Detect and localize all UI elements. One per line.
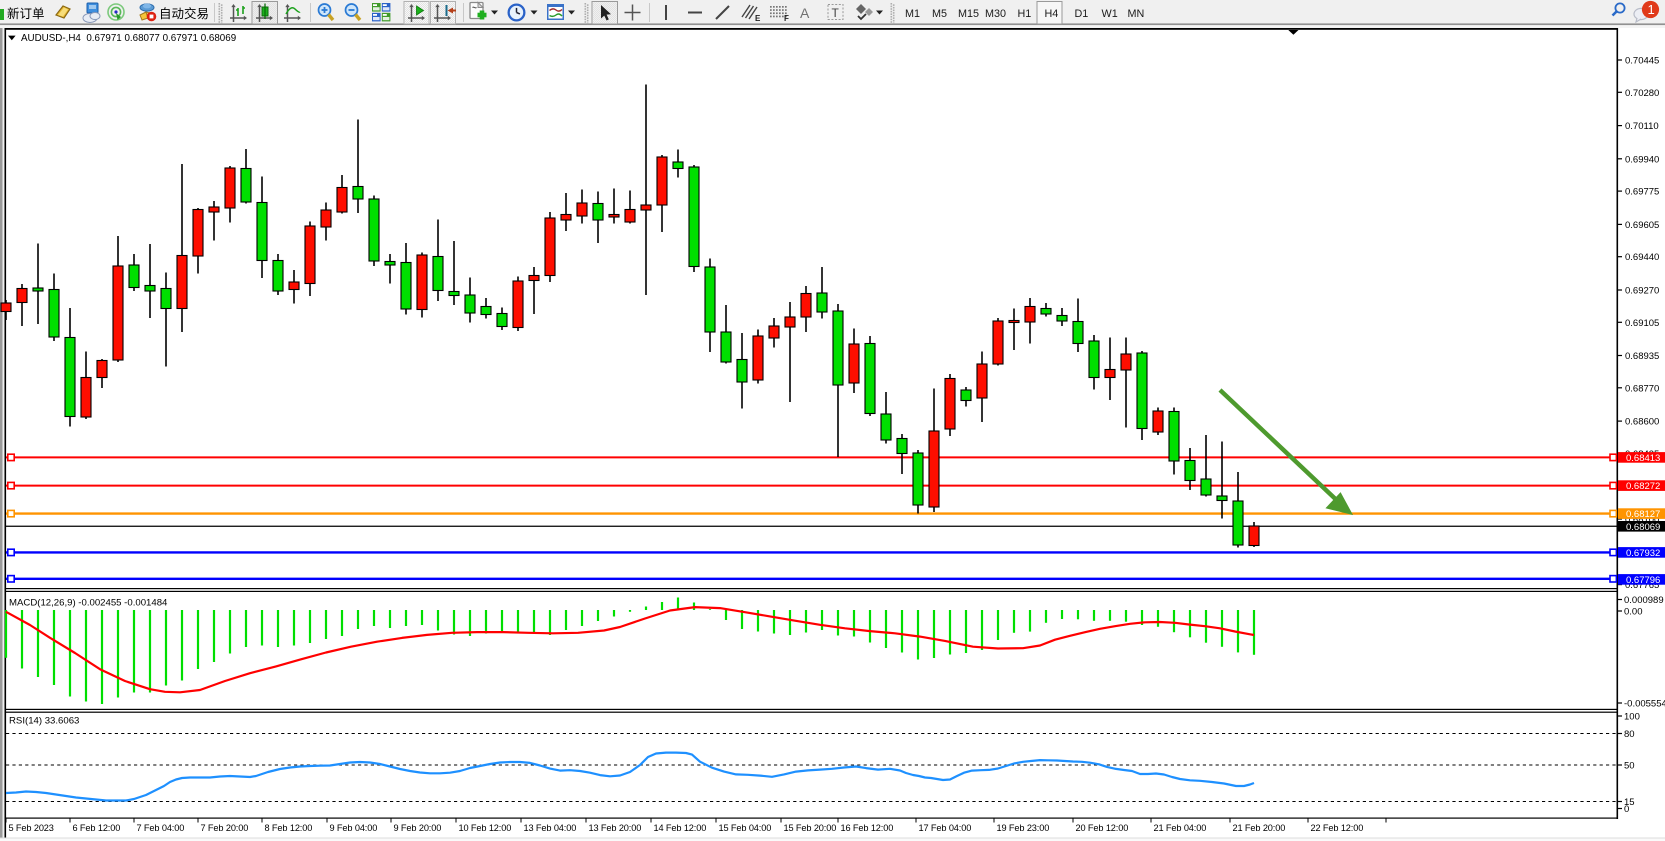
svg-text:W1: W1 (1102, 8, 1118, 20)
svg-text:0.68935: 0.68935 (1625, 351, 1659, 362)
svg-text:0.68272: 0.68272 (1626, 481, 1660, 492)
svg-text:0.69105: 0.69105 (1625, 318, 1659, 329)
svg-text:21 Feb 04:00: 21 Feb 04:00 (1154, 823, 1207, 833)
svg-text:22 Feb 12:00: 22 Feb 12:00 (1311, 823, 1364, 833)
svg-text:0: 0 (1624, 804, 1629, 815)
svg-text:M1: M1 (905, 8, 920, 20)
svg-text:E: E (755, 14, 761, 23)
svg-text:0.000989: 0.000989 (1624, 595, 1664, 606)
svg-text:21 Feb 20:00: 21 Feb 20:00 (1233, 823, 1286, 833)
svg-text:0.00: 0.00 (1624, 607, 1643, 618)
svg-text:0.67796: 0.67796 (1626, 575, 1660, 586)
svg-text:1: 1 (1648, 2, 1655, 17)
svg-text:9 Feb 20:00: 9 Feb 20:00 (394, 823, 442, 833)
svg-text:0.67765: 0.67765 (1625, 580, 1659, 591)
svg-text:16 Feb 12:00: 16 Feb 12:00 (841, 823, 894, 833)
svg-text:AUDUSD-,H4 0.67971 0.68077 0.: AUDUSD-,H4 0.67971 0.68077 0.67971 0.680… (21, 33, 236, 44)
svg-text:7 Feb 04:00: 7 Feb 04:00 (137, 823, 185, 833)
svg-text:RSI(14) 33.6063: RSI(14) 33.6063 (9, 716, 79, 727)
svg-text:0.68100: 0.68100 (1625, 515, 1659, 526)
svg-text:0.70110: 0.70110 (1625, 121, 1659, 132)
svg-text:100: 100 (1624, 712, 1640, 723)
svg-text:14 Feb 12:00: 14 Feb 12:00 (654, 823, 707, 833)
svg-text:50: 50 (1624, 761, 1635, 772)
svg-text:F: F (784, 14, 789, 23)
svg-text:T: T (832, 6, 840, 20)
svg-text:0.69440: 0.69440 (1625, 252, 1659, 263)
svg-text:6 Feb 12:00: 6 Feb 12:00 (73, 823, 121, 833)
svg-text:0.68770: 0.68770 (1625, 383, 1659, 394)
svg-text:15 Feb 04:00: 15 Feb 04:00 (719, 823, 772, 833)
svg-text:19 Feb 23:00: 19 Feb 23:00 (997, 823, 1050, 833)
svg-text:0.68069: 0.68069 (1626, 522, 1660, 533)
svg-text:13 Feb 04:00: 13 Feb 04:00 (524, 823, 577, 833)
svg-text:MN: MN (1128, 8, 1145, 20)
svg-text:9 Feb 04:00: 9 Feb 04:00 (330, 823, 378, 833)
svg-text:0.69775: 0.69775 (1625, 187, 1659, 198)
svg-text:80: 80 (1624, 729, 1635, 740)
svg-text:10 Feb 12:00: 10 Feb 12:00 (459, 823, 512, 833)
svg-text:自动交易: 自动交易 (159, 6, 209, 21)
svg-text:0.69605: 0.69605 (1625, 220, 1659, 231)
svg-text:0.68127: 0.68127 (1626, 509, 1660, 520)
svg-text:新订单: 新订单 (7, 6, 45, 21)
svg-text:15 Feb 20:00: 15 Feb 20:00 (784, 823, 837, 833)
svg-text:M5: M5 (932, 8, 947, 20)
svg-text:20 Feb 12:00: 20 Feb 12:00 (1076, 823, 1129, 833)
svg-text:0.67932: 0.67932 (1626, 548, 1660, 559)
svg-text:H1: H1 (1018, 8, 1032, 20)
svg-text:5 Feb 2023: 5 Feb 2023 (9, 823, 54, 833)
svg-text:15: 15 (1624, 797, 1635, 808)
svg-text:0.68600: 0.68600 (1625, 417, 1659, 428)
svg-text:17 Feb 04:00: 17 Feb 04:00 (919, 823, 972, 833)
svg-text:7 Feb 20:00: 7 Feb 20:00 (201, 823, 249, 833)
svg-text:M30: M30 (985, 8, 1006, 20)
svg-text:0.69270: 0.69270 (1625, 286, 1659, 297)
svg-text:A: A (800, 5, 810, 21)
svg-text:D1: D1 (1075, 8, 1089, 20)
svg-text:-0.005554: -0.005554 (1624, 699, 1665, 710)
svg-text:0.68413: 0.68413 (1626, 453, 1660, 464)
svg-text:0.70445: 0.70445 (1625, 56, 1659, 67)
svg-text:0.69940: 0.69940 (1625, 154, 1659, 165)
svg-text:M15: M15 (958, 8, 979, 20)
svg-text:8 Feb 12:00: 8 Feb 12:00 (265, 823, 313, 833)
svg-text:13 Feb 20:00: 13 Feb 20:00 (589, 823, 642, 833)
svg-text:MACD(12,26,9) -0.002455 -0.001: MACD(12,26,9) -0.002455 -0.001484 (9, 598, 168, 609)
svg-text:H4: H4 (1045, 8, 1059, 20)
svg-text:0.70280: 0.70280 (1625, 88, 1659, 99)
